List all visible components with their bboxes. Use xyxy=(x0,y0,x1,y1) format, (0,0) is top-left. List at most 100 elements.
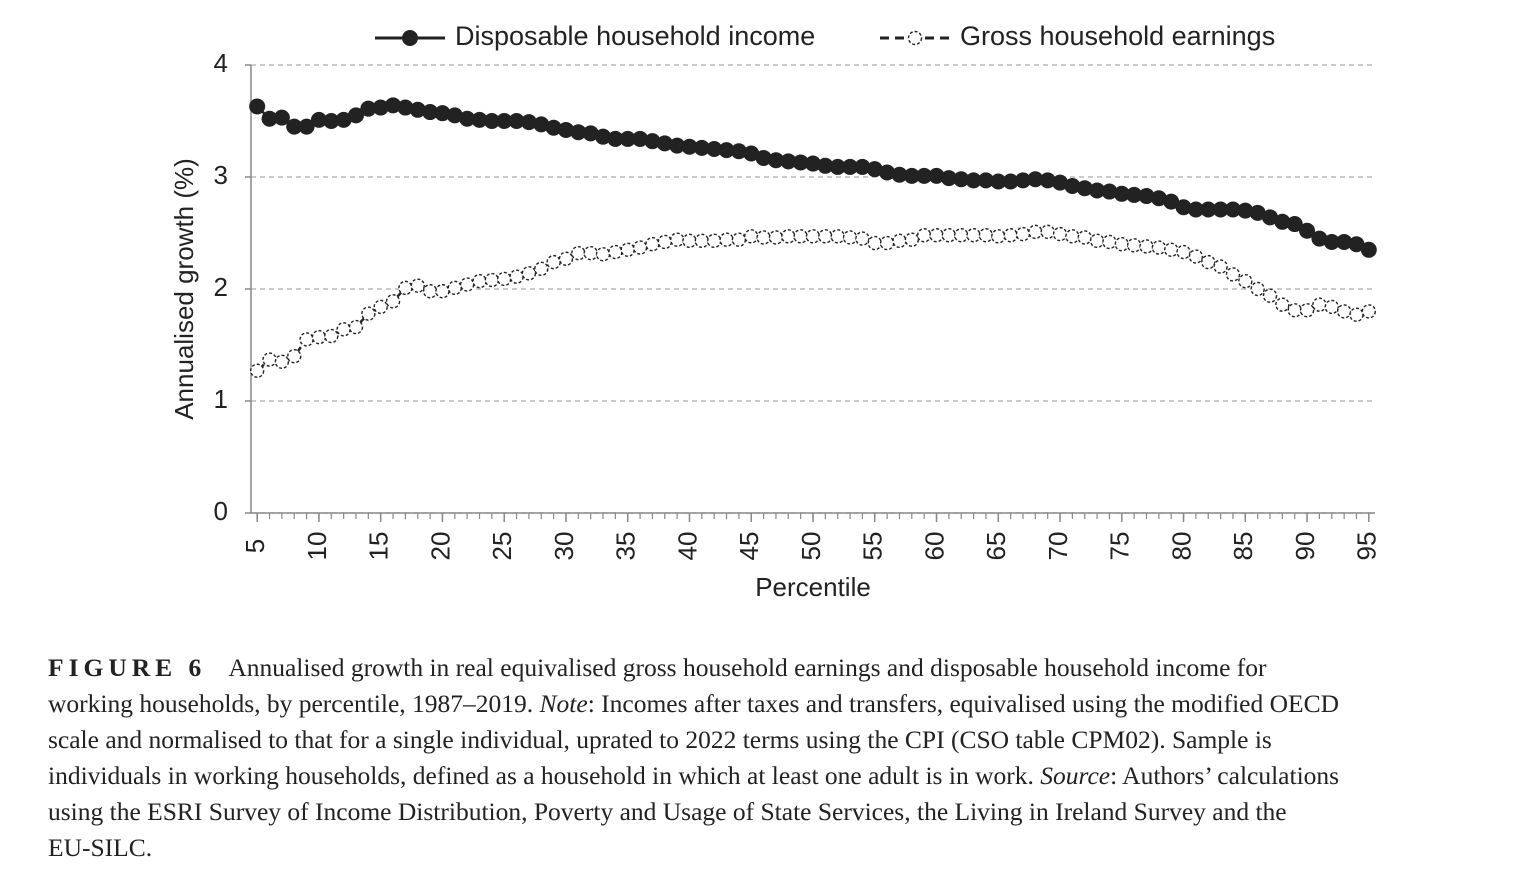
point xyxy=(632,130,649,147)
point xyxy=(484,272,500,288)
point xyxy=(1324,299,1339,315)
caption-text: scale and normalised to that for a singl… xyxy=(48,725,1272,754)
point xyxy=(607,130,624,147)
point xyxy=(570,124,587,141)
caption-text: individuals in working households, defin… xyxy=(48,761,1034,790)
point xyxy=(1274,213,1291,230)
point xyxy=(1126,186,1143,203)
point xyxy=(1237,202,1254,219)
point xyxy=(348,319,364,335)
point xyxy=(335,111,352,128)
point xyxy=(533,116,550,133)
point xyxy=(731,232,747,247)
caption-line: using the ESRI Survey of Income Distribu… xyxy=(48,794,1528,830)
point xyxy=(262,352,277,367)
point xyxy=(595,247,611,262)
point xyxy=(1002,173,1019,190)
point xyxy=(1361,304,1377,319)
point xyxy=(644,133,661,150)
point xyxy=(866,161,883,178)
point xyxy=(879,235,895,251)
point xyxy=(781,229,796,244)
x-tick-label: 10 xyxy=(302,532,332,561)
point xyxy=(360,100,377,117)
point xyxy=(805,155,821,172)
point xyxy=(842,158,859,175)
point xyxy=(657,234,672,250)
point xyxy=(744,229,759,244)
point xyxy=(459,277,475,292)
x-tick-label: 65 xyxy=(981,532,1011,561)
point xyxy=(546,254,561,270)
point xyxy=(1323,233,1340,250)
point xyxy=(545,119,562,136)
point xyxy=(410,278,425,293)
point xyxy=(1225,267,1241,282)
point xyxy=(1349,307,1364,322)
point xyxy=(1052,174,1069,191)
point xyxy=(1114,236,1129,252)
point xyxy=(1163,193,1180,210)
point xyxy=(1077,230,1092,245)
point xyxy=(249,98,266,115)
point xyxy=(1238,273,1253,289)
x-tick-label: 80 xyxy=(1166,532,1196,561)
x-tick-label: 25 xyxy=(487,532,517,561)
point xyxy=(422,104,439,121)
point xyxy=(398,280,413,296)
point xyxy=(793,229,808,244)
point xyxy=(756,230,771,245)
point xyxy=(1311,230,1328,247)
y-tick-label: 4 xyxy=(214,48,228,78)
point xyxy=(780,153,797,170)
point xyxy=(385,97,402,114)
caption: FIGURE 6 Annualised growth in real equiva… xyxy=(48,650,1528,866)
caption-note: Note xyxy=(539,689,588,718)
point xyxy=(830,229,845,244)
x-tick-label: 55 xyxy=(858,532,888,561)
y-tick-label: 3 xyxy=(214,160,228,190)
point xyxy=(718,142,735,159)
point xyxy=(1040,224,1055,240)
point xyxy=(446,107,463,124)
point xyxy=(1287,303,1302,318)
point xyxy=(1212,201,1229,218)
point xyxy=(1250,281,1265,297)
point xyxy=(1262,209,1279,226)
point xyxy=(656,135,673,152)
figure-label: FIGURE 6 xyxy=(48,653,207,682)
point xyxy=(954,228,969,243)
point xyxy=(1102,234,1117,250)
point xyxy=(497,271,512,287)
x-tick-label: 45 xyxy=(734,532,764,561)
point xyxy=(619,130,636,147)
point xyxy=(706,233,722,249)
point xyxy=(1126,238,1142,253)
point xyxy=(1213,259,1228,274)
x-tick-label: 50 xyxy=(796,532,826,561)
point xyxy=(472,273,487,289)
point xyxy=(1201,254,1216,270)
point xyxy=(1150,190,1167,207)
point xyxy=(818,229,833,244)
caption-line: EU-SILC. xyxy=(48,830,1528,866)
point xyxy=(361,306,376,321)
point xyxy=(1200,201,1217,218)
caption-line: FIGURE 6 Annualised growth in real equiva… xyxy=(48,650,1528,686)
point xyxy=(372,99,389,116)
x-tick-label: 95 xyxy=(1352,532,1382,561)
legend-marker xyxy=(402,30,418,46)
point xyxy=(409,101,426,118)
point xyxy=(1089,233,1105,249)
y-tick-label: 0 xyxy=(214,496,228,526)
x-tick-label: 5 xyxy=(240,539,270,553)
point xyxy=(1360,241,1377,258)
caption-text: : Authors’ calculations xyxy=(1110,761,1340,790)
point xyxy=(385,294,401,309)
point xyxy=(743,145,760,162)
point xyxy=(879,164,896,181)
series-line xyxy=(256,230,1370,372)
x-tick-label: 15 xyxy=(364,532,394,561)
point xyxy=(805,229,821,244)
caption-text: working households, by percentile, 1987–… xyxy=(48,689,534,718)
